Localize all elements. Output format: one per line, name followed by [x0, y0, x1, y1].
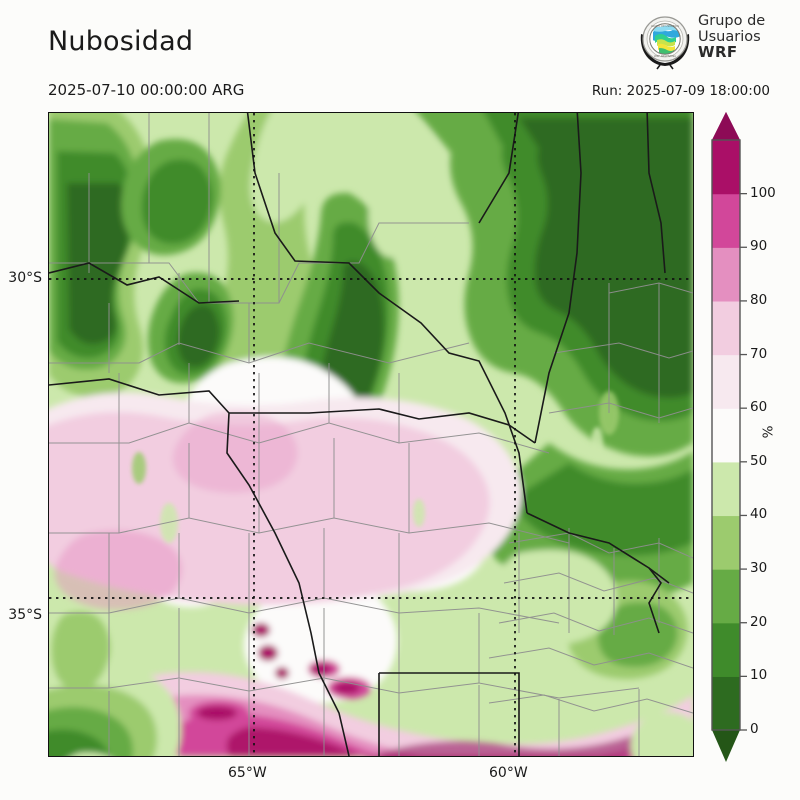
cloud-cover-field — [49, 113, 693, 756]
graticule — [49, 113, 693, 756]
colorbar-tick-label: 0 — [750, 721, 759, 737]
colorbar-band — [712, 140, 740, 195]
colorbar-band — [712, 354, 740, 409]
colorbar-tick-label: 100 — [750, 184, 776, 201]
globe-seal-icon: GRUPO DE USUARIOS WRF ARGENTINA — [640, 16, 690, 70]
run-time-label: Run: 2025-07-09 18:00:00 — [591, 83, 770, 99]
colorbar-band — [712, 300, 740, 356]
colorbar-band — [712, 193, 740, 248]
colorbar-tick-label: 80 — [750, 291, 768, 308]
colorbar[interactable]: 0 10 20 30 40 50 60 70 80 90 100 — [700, 108, 800, 768]
lat-label-35s: 35°S — [8, 607, 42, 623]
valid-time-label: 2025-07-10 00:00:00 ARG — [48, 81, 245, 99]
logo-line-3: WRF — [698, 43, 738, 61]
page-title: Nubosidad — [48, 26, 194, 57]
lon-label-65w: 65°W — [228, 765, 267, 781]
lat-label-30s: 30°S — [8, 270, 42, 286]
province-borders — [49, 113, 670, 756]
svg-text:WRF ARGENTINA: WRF ARGENTINA — [654, 54, 676, 58]
colorbar-band — [712, 408, 740, 463]
lon-label-60w: 60°W — [489, 765, 528, 781]
colorbar-extend-low — [712, 730, 740, 762]
colorbar-band — [712, 569, 740, 624]
colorbar-tick-label: 60 — [750, 399, 768, 416]
colorbar-tick-label: 90 — [750, 238, 768, 255]
colorbar-tick-label: 30 — [750, 560, 768, 577]
colorbar-band — [712, 676, 740, 731]
colorbar-band — [712, 247, 740, 302]
colorbar-tick-label: 20 — [750, 613, 768, 630]
logo-text: Grupo de Usuarios WRF — [698, 13, 796, 61]
department-borders — [49, 113, 693, 756]
map-canvas[interactable] — [48, 112, 694, 757]
colorbar-tick-label: 50 — [750, 452, 768, 469]
colorbar-tick-label: 70 — [750, 345, 768, 362]
colorbar-band — [712, 515, 740, 570]
logo-line-2: Usuarios — [698, 28, 761, 45]
svg-text:GRUPO DE USUARIOS: GRUPO DE USUARIOS — [651, 24, 679, 28]
colorbar-band — [712, 461, 740, 517]
logo-line-1: Grupo de — [698, 13, 766, 29]
colorbar-tick-label: 10 — [750, 667, 768, 684]
logo: GRUPO DE USUARIOS WRF ARGENTINA Grupo de… — [636, 12, 796, 72]
colorbar-unit-label: % — [760, 425, 777, 439]
colorbar-tick-label: 40 — [750, 506, 768, 523]
colorbar-band — [712, 622, 740, 677]
colorbar-gradient — [711, 112, 747, 762]
